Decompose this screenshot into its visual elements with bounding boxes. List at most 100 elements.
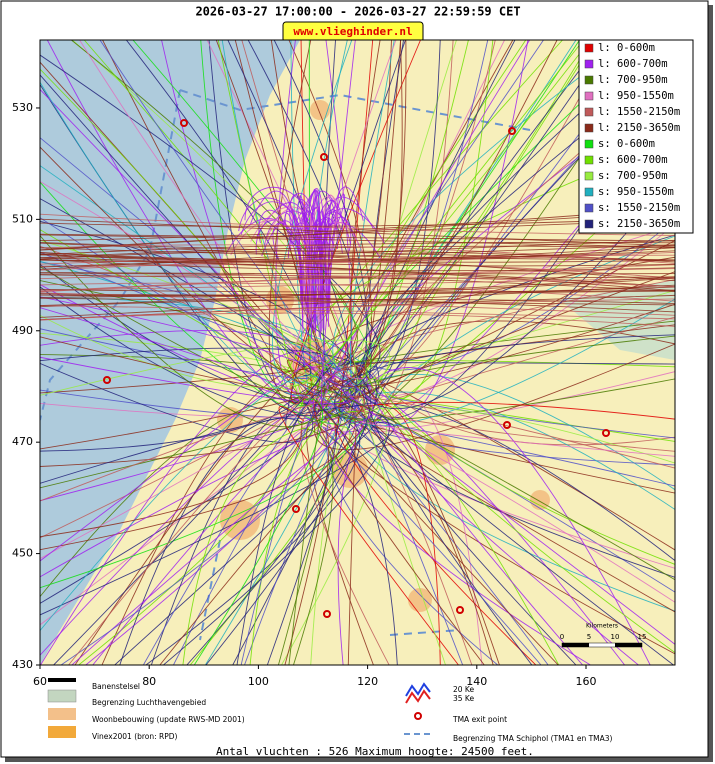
flight-track: [268, 40, 312, 403]
flight-track: [40, 298, 675, 308]
flight-track: [305, 40, 584, 395]
flight-track: [40, 284, 377, 409]
flight-track: [374, 367, 651, 665]
flight-track: [288, 382, 331, 665]
flight-track: [163, 414, 390, 665]
legend-swatch: [584, 107, 594, 117]
flight-track: [40, 384, 331, 560]
flight-track: [317, 206, 324, 329]
flight-track: [363, 379, 533, 665]
flight-track: [366, 383, 625, 665]
flight-track: [217, 40, 304, 405]
flight-track: [290, 40, 319, 425]
flight-track: [40, 241, 675, 256]
flight-track: [92, 419, 331, 665]
flight-track: [307, 382, 675, 581]
flight-track: [359, 401, 675, 420]
flight-track: [332, 40, 629, 375]
flight-track: [40, 276, 675, 307]
flight-track: [309, 213, 314, 310]
flight-track: [325, 40, 577, 412]
flight-track: [341, 324, 675, 370]
footer: Antal vluchten : 526 Maximum hoogte: 245…: [216, 745, 534, 758]
legend-label[interactable]: l: 700-950m: [598, 74, 668, 86]
flight-track: [40, 213, 675, 236]
legend-label[interactable]: s: 600-700m: [598, 154, 668, 166]
flight-track: [40, 266, 374, 422]
flight-track: [40, 282, 675, 302]
legend-label[interactable]: l: 950-1550m: [598, 90, 674, 102]
flight-track: [299, 195, 309, 315]
flight-track: [40, 257, 675, 288]
flight-track: [236, 390, 321, 665]
flight-track: [232, 374, 362, 665]
flight-track: [40, 351, 319, 665]
map-legend-label: Woonbebouwing (update RWS-MD 2001): [92, 715, 245, 724]
legend-label[interactable]: l: 2150-3650m: [598, 122, 680, 134]
flight-track: [145, 408, 361, 665]
vinex-swatch: [48, 726, 76, 738]
y-tick-label: 450: [12, 547, 33, 560]
flight-track: [60, 409, 343, 665]
flight-track: [40, 268, 675, 293]
flight-track: [292, 40, 397, 371]
ke35-swatch: [405, 689, 431, 704]
flight-track: [288, 40, 373, 361]
legend-label[interactable]: l: 0-600m: [598, 42, 655, 54]
x-tick-label: 60: [33, 675, 47, 688]
flight-track: [310, 366, 675, 645]
flight-track: [40, 404, 369, 484]
flight-track: [348, 40, 457, 394]
flight-track: [208, 40, 313, 395]
flight-track: [314, 343, 675, 451]
legend-label[interactable]: s: 2150-3650m: [598, 218, 680, 230]
plot-border: [39, 39, 676, 666]
flight-track: [40, 284, 675, 318]
flight-track: [119, 417, 304, 665]
legend-swatch: [584, 43, 594, 53]
ke20-swatch: [405, 682, 431, 697]
flight-track: [244, 398, 363, 665]
flight-track: [360, 419, 675, 457]
legend-label[interactable]: l: 600-700m: [598, 58, 668, 70]
flight-track: [40, 286, 321, 417]
flight-track: [333, 402, 675, 561]
flight-track: [102, 40, 331, 429]
flight-track: [238, 197, 316, 323]
flight-track: [40, 277, 675, 291]
map-legend-label: Banenstelsel: [92, 682, 140, 691]
legend-label[interactable]: s: 1550-2150m: [598, 202, 680, 214]
flight-track: [68, 365, 367, 665]
legend-swatch: [584, 139, 594, 149]
flight-track: [40, 258, 675, 272]
y-tick-label: 470: [12, 435, 33, 448]
legend-label[interactable]: s: 0-600m: [598, 138, 655, 150]
flight-track: [40, 74, 305, 367]
flight-track: [362, 176, 675, 410]
flight-track: [40, 198, 312, 377]
url[interactable]: www.vlieghinder.nl: [293, 25, 412, 38]
flight-track: [367, 161, 675, 425]
flight-track: [40, 421, 395, 616]
flight-track: [326, 335, 675, 420]
legend-label[interactable]: s: 700-950m: [598, 170, 668, 182]
flight-track: [315, 218, 330, 332]
y-tick-label: 430: [12, 658, 33, 671]
flight-track: [322, 427, 542, 665]
legend-swatch: [584, 123, 594, 133]
flight-track: [329, 40, 489, 388]
map-legend: Banenstelsel Begrenzing Luchthavengebied…: [47, 678, 613, 743]
legend-label[interactable]: l: 1550-2150m: [598, 106, 680, 118]
title: 2026-03-27 17:00:00 - 2026-03-27 22:59:5…: [195, 5, 520, 19]
flight-track: [284, 428, 330, 665]
flight-track: [354, 40, 611, 388]
flight-track: [339, 374, 675, 491]
legend-label[interactable]: s: 950-1550m: [598, 186, 674, 198]
flight-track: [327, 303, 675, 388]
y-tick-label: 510: [12, 212, 33, 225]
flight-track: [273, 40, 368, 409]
flight-track: [374, 391, 675, 510]
flight-track: [71, 413, 376, 665]
flight-track: [205, 382, 371, 665]
